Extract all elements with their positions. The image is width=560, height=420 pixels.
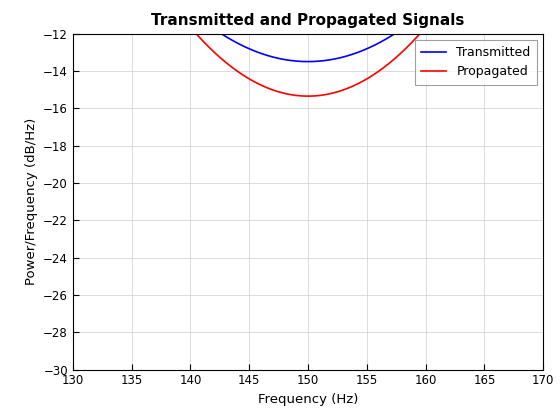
Propagated <box>287 92 293 97</box>
Propagated <box>441 1 447 6</box>
Propagated <box>270 88 277 93</box>
X-axis label: Frequency (Hz): Frequency (Hz) <box>258 393 358 406</box>
Propagated <box>305 94 311 99</box>
Line: Transmitted: Transmitted <box>73 0 543 62</box>
Transmitted <box>260 52 267 57</box>
Legend: Transmitted, Propagated: Transmitted, Propagated <box>415 40 537 84</box>
Transmitted <box>393 30 400 35</box>
Transmitted <box>305 59 311 64</box>
Title: Transmitted and Propagated Signals: Transmitted and Propagated Signals <box>151 13 465 28</box>
Y-axis label: Power/Frequency (dB/Hz): Power/Frequency (dB/Hz) <box>25 118 38 285</box>
Transmitted <box>277 56 283 61</box>
Line: Propagated: Propagated <box>91 0 543 96</box>
Propagated <box>398 50 405 55</box>
